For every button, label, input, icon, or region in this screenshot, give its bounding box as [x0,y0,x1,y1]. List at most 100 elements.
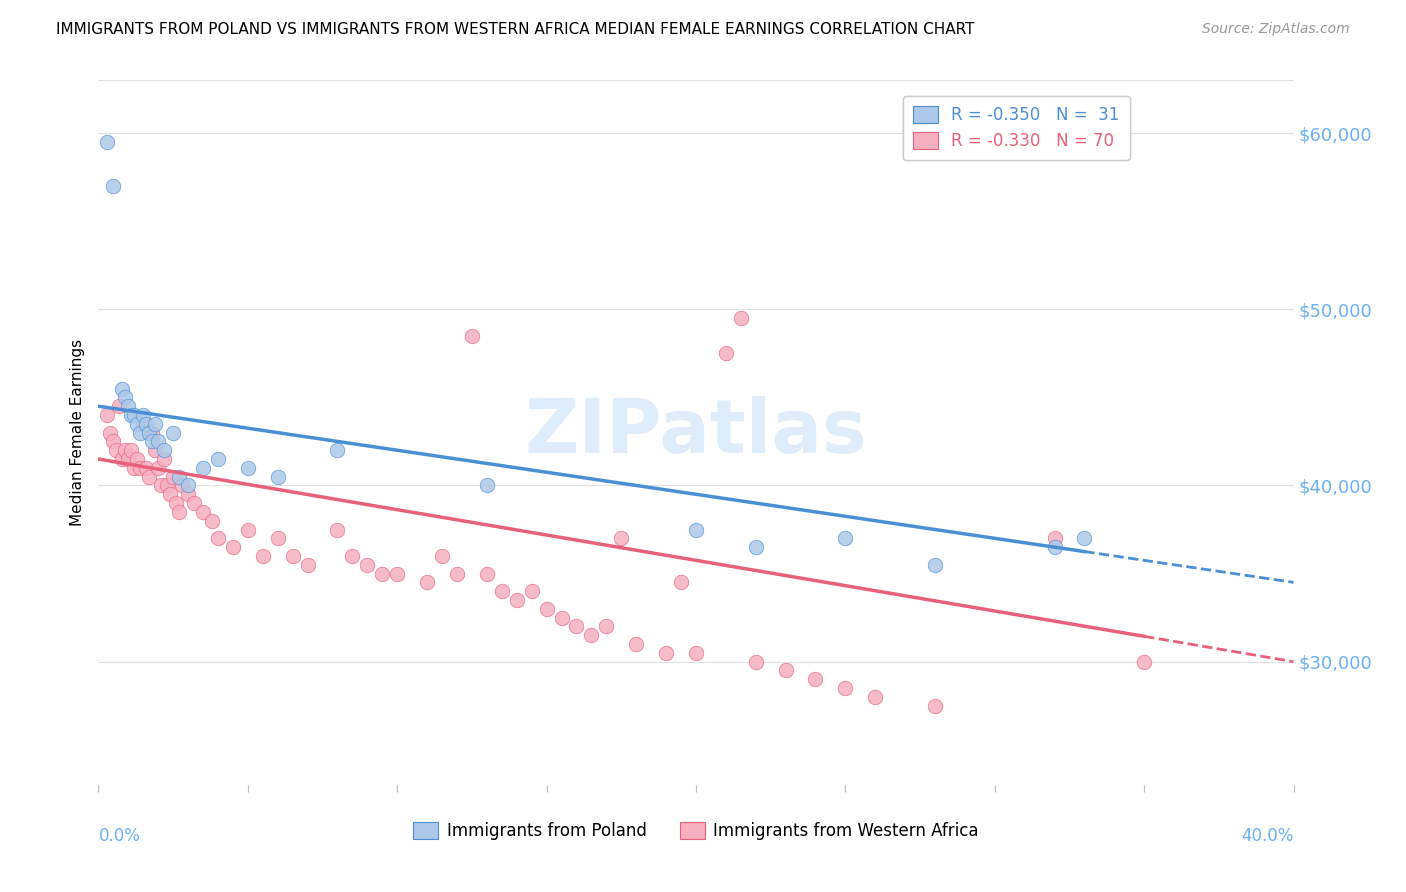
Point [156,478,179,492]
Point [595,619,617,633]
Point [1133,655,1156,669]
Point [108,399,131,413]
Point [191,461,214,475]
Point [120,443,142,458]
Point [183,496,205,510]
Point [162,425,184,440]
Point [297,558,319,572]
Point [172,478,194,492]
Point [153,443,176,458]
Point [685,523,707,537]
Point [506,593,529,607]
Point [124,461,146,475]
Point [520,584,543,599]
Point [550,610,572,624]
Point [111,382,134,396]
Text: ZIPatlas: ZIPatlas [524,396,868,469]
Point [1043,532,1066,546]
Point [430,549,453,563]
Point [141,425,163,440]
Point [267,469,290,483]
Point [371,566,394,581]
Text: 0.0%: 0.0% [98,827,141,846]
Point [103,178,125,194]
Point [162,469,184,483]
Point [714,346,737,360]
Point [745,540,768,554]
Point [177,478,200,492]
Legend: R = -0.350   N =  31, R = -0.330   N = 70: R = -0.350 N = 31, R = -0.330 N = 70 [903,95,1130,161]
Point [132,408,155,422]
Point [416,575,439,590]
Point [138,425,160,440]
Point [148,461,170,475]
Point [143,443,166,458]
Point [124,408,146,422]
Text: Source: ZipAtlas.com: Source: ZipAtlas.com [1202,22,1350,37]
Point [167,505,190,519]
Point [143,417,166,431]
Point [177,487,200,501]
Point [117,452,139,467]
Point [236,523,259,537]
Point [267,532,290,546]
Point [150,478,173,492]
Y-axis label: Median Female Earnings: Median Female Earnings [69,339,84,526]
Point [446,566,468,581]
Point [167,469,190,483]
Point [159,487,181,501]
Point [475,478,498,492]
Point [129,461,152,475]
Point [342,549,364,563]
Point [201,514,224,528]
Point [165,496,187,510]
Point [103,434,125,449]
Point [207,452,229,467]
Point [804,673,827,687]
Point [610,532,633,546]
Point [135,417,157,431]
Point [581,628,603,642]
Point [96,408,118,422]
Point [252,549,274,563]
Point [685,646,707,660]
Point [148,434,170,449]
Point [132,417,155,431]
Point [138,469,160,483]
Point [191,505,214,519]
Point [834,532,856,546]
Point [655,646,678,660]
Point [924,698,946,713]
Point [730,311,752,326]
Point [326,443,349,458]
Text: IMMIGRANTS FROM POLAND VS IMMIGRANTS FROM WESTERN AFRICA MEDIAN FEMALE EARNINGS : IMMIGRANTS FROM POLAND VS IMMIGRANTS FRO… [56,22,974,37]
Point [745,655,768,669]
Point [326,523,349,537]
Point [117,399,139,413]
Point [385,566,409,581]
Point [475,566,498,581]
Point [141,434,163,449]
Point [1043,540,1066,554]
Point [129,425,152,440]
Point [669,575,692,590]
Point [96,135,118,149]
Point [222,540,245,554]
Point [153,452,176,467]
Point [120,408,142,422]
Point [114,443,136,458]
Point [105,443,128,458]
Point [491,584,513,599]
Point [775,664,797,678]
Point [461,328,484,343]
Point [127,417,149,431]
Point [281,549,304,563]
Point [111,452,134,467]
Point [135,461,157,475]
Point [834,681,856,695]
Point [356,558,378,572]
Text: 40.0%: 40.0% [1241,827,1294,846]
Point [536,602,558,616]
Point [626,637,648,651]
Point [1073,532,1095,546]
